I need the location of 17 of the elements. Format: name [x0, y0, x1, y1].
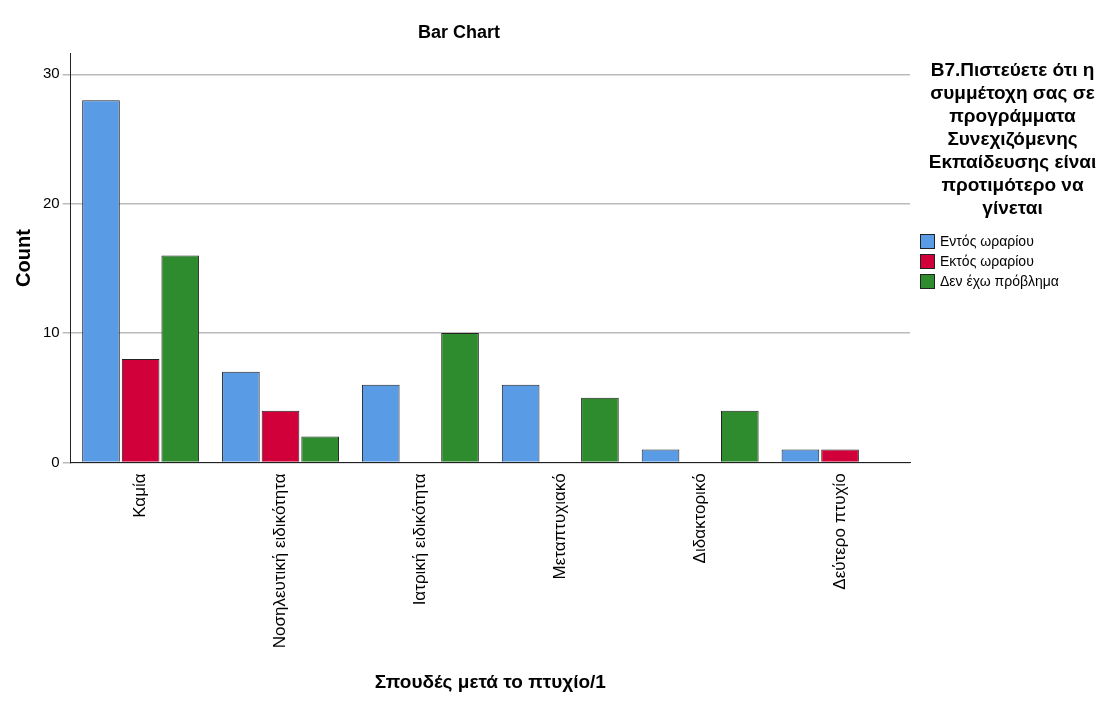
x-tick-label: Μεταπτυχιακό — [549, 473, 569, 580]
legend-label: Εκτός ωραρίου — [940, 253, 1034, 269]
x-tick-label: Δεύτερο πτυχίο — [829, 473, 849, 590]
x-tick-label: Καμία — [130, 473, 150, 518]
x-tick-label: Διδακτορικό — [689, 473, 709, 564]
y-tick-label: 0 — [51, 452, 60, 470]
y-tick-label: 30 — [43, 64, 60, 82]
legend-label: Δεν έχω πρόβλημα — [940, 273, 1059, 289]
x-tick-label: Ιατρική ειδικότητα — [410, 473, 430, 606]
y-tick-label: 20 — [43, 193, 60, 211]
y-tick-label: 10 — [43, 323, 60, 341]
chart-title: Bar Chart — [417, 21, 501, 42]
legend-label: Εντός ωραρίου — [940, 233, 1034, 249]
y-axis-title: Count — [11, 228, 34, 287]
x-tick-label: Νοσηλευτική ειδικότητα — [270, 473, 290, 649]
legend-title: Β7.Πιστεύετε ότι η συμμέτοχη σας σε προγράμματα Συνεχιζόμενης Εκπαίδευσης είναι προτιμότερο να γίνεται — [927, 58, 1098, 219]
x-axis-title: Σπουδές μετά το πτυχίο/1 — [374, 670, 607, 692]
